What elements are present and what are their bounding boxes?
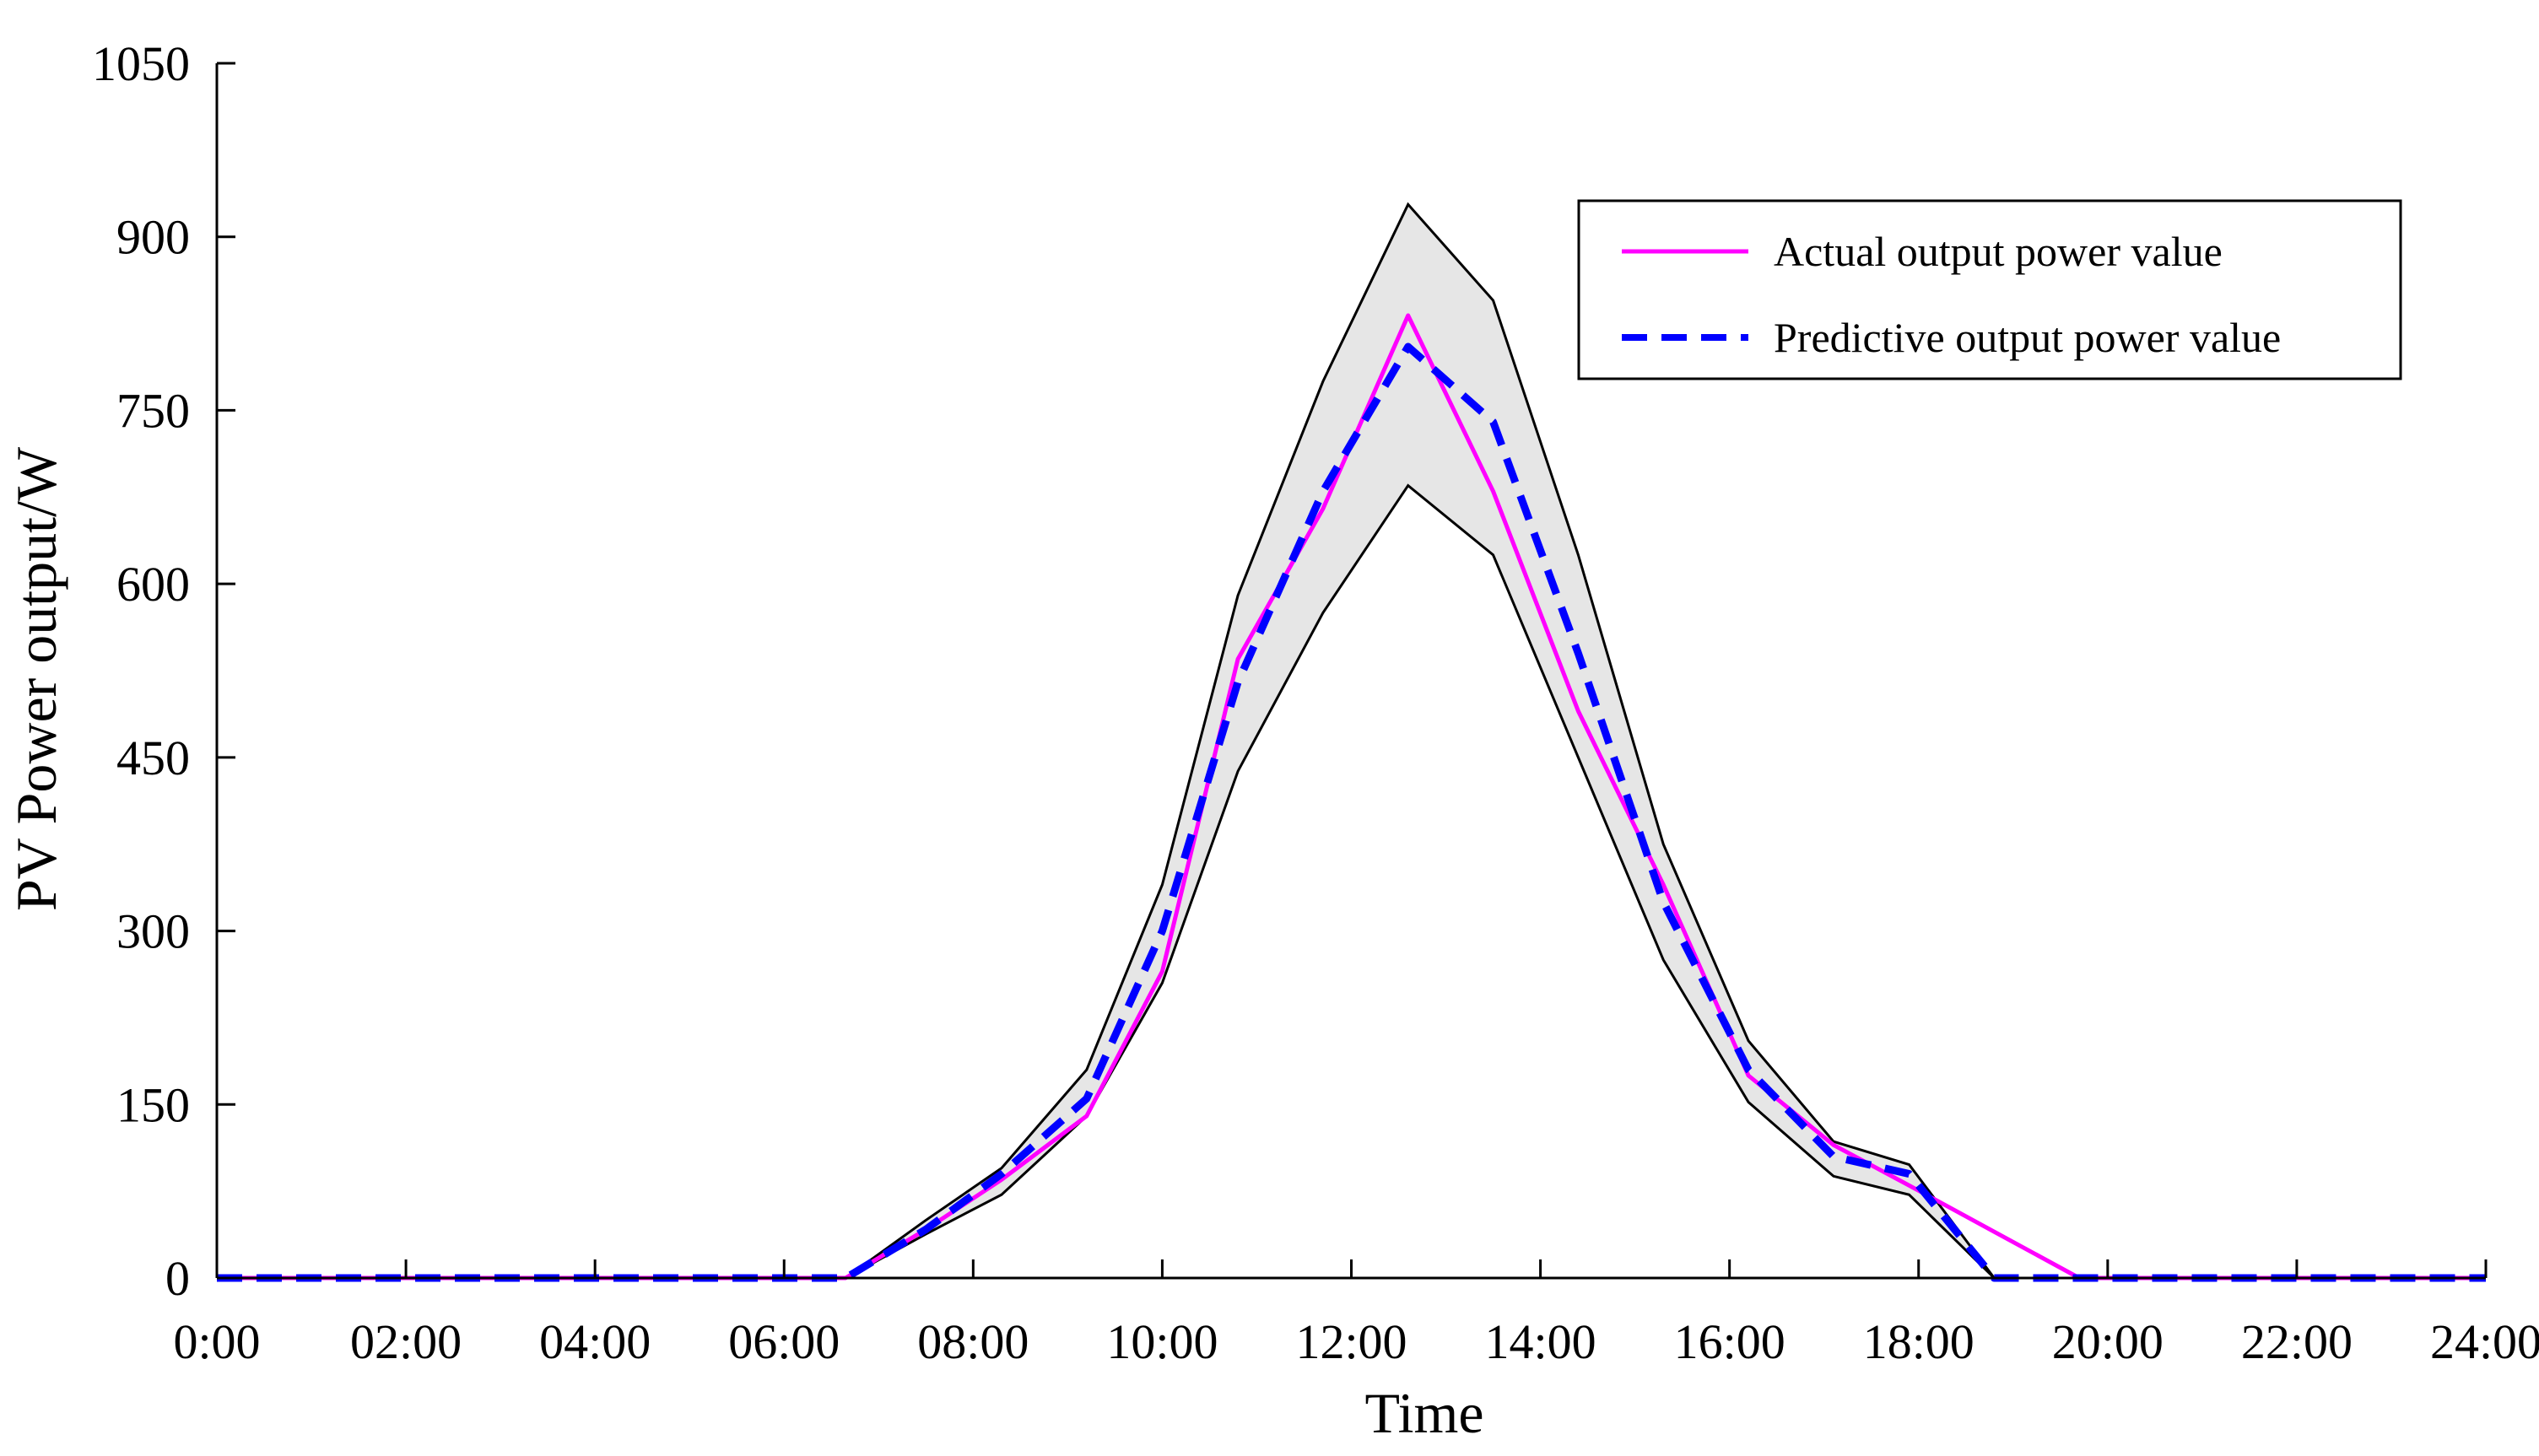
x-tick-label: 14:00 xyxy=(1485,1314,1596,1369)
y-tick-label: 900 xyxy=(116,210,190,265)
legend-label-actual: Actual output power value xyxy=(1774,228,2223,275)
x-axis-label: Time xyxy=(1364,1381,1483,1445)
x-tick-label: 06:00 xyxy=(728,1314,840,1369)
x-tick-label: 16:00 xyxy=(1674,1314,1785,1369)
y-tick-label: 150 xyxy=(116,1077,190,1132)
legend-box xyxy=(1577,199,2402,380)
y-tick-label: 450 xyxy=(116,731,190,785)
y-tick-label: 0 xyxy=(165,1251,190,1306)
series-line-predictive xyxy=(217,342,2486,1282)
x-tick-label: 04:00 xyxy=(539,1314,651,1369)
y-tick-label: 300 xyxy=(116,904,190,959)
x-tick-label: 22:00 xyxy=(2241,1314,2353,1369)
x-tick-label: 24:00 xyxy=(2430,1314,2539,1369)
band-upper-line xyxy=(217,202,2486,1280)
x-tick-label: 20:00 xyxy=(2052,1314,2164,1369)
axes: 0 150 300 450 600 750 900 1050 0:00 02:00 04:00 06:… xyxy=(92,36,2539,1369)
y-tick-label: 750 xyxy=(116,383,190,438)
x-tick-label: 18:00 xyxy=(1863,1314,1974,1369)
y-tick-label: 600 xyxy=(116,557,190,612)
x-tick-label: 10:00 xyxy=(1106,1314,1218,1369)
x-tick-label: 0:00 xyxy=(173,1314,260,1369)
x-tick-label: 08:00 xyxy=(917,1314,1029,1369)
band-fill xyxy=(217,204,2486,1278)
legend: Actual output power value Predictive outp… xyxy=(1577,199,2402,380)
legend-label-predictive: Predictive output power value xyxy=(1774,314,2281,361)
series-lines xyxy=(217,313,2486,1282)
x-tick-label: 12:00 xyxy=(1295,1314,1407,1369)
y-axis-label: PV Power output/W xyxy=(4,446,68,911)
x-tick-label: 02:00 xyxy=(350,1314,462,1369)
y-tick-label: 1050 xyxy=(92,36,190,91)
prediction-interval-band xyxy=(217,202,2486,1280)
legend-items: Actual output power value Predictive outp… xyxy=(1622,228,2281,361)
band-lower-line xyxy=(217,483,2486,1280)
